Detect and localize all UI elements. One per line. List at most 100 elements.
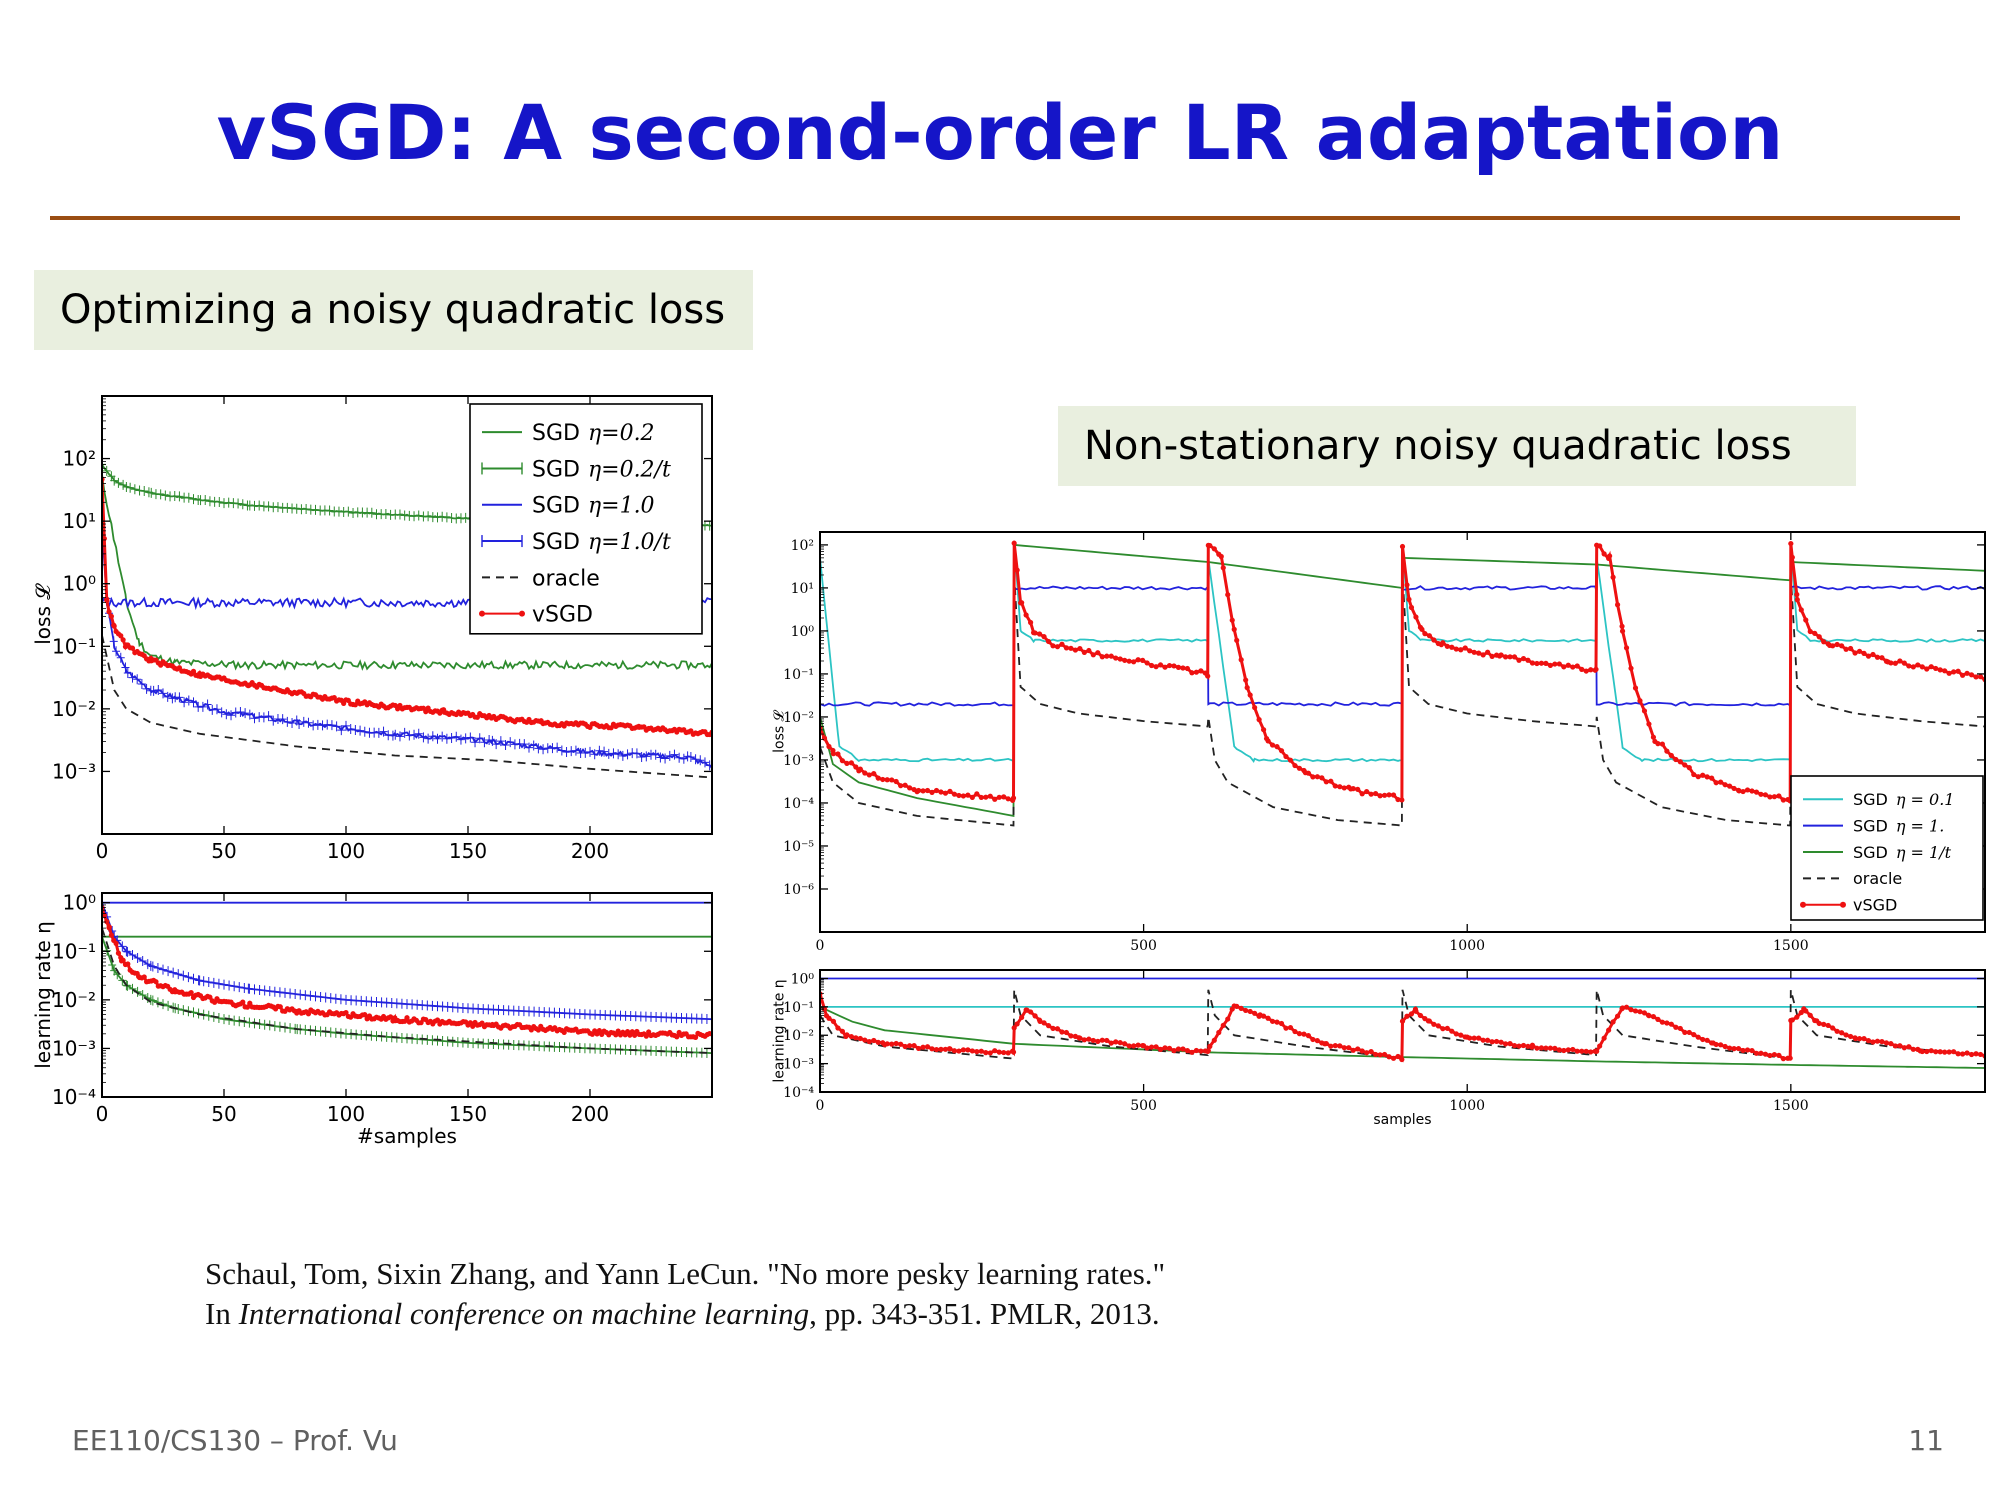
vsgd-marker: [1462, 645, 1468, 651]
vsgd-marker: [1265, 1015, 1271, 1021]
plus-marker: [496, 736, 505, 747]
vsgd-marker: [1695, 774, 1701, 780]
series-line-0: [102, 474, 712, 671]
plus-marker: [414, 728, 423, 739]
legend-math: η=1.0: [588, 494, 655, 519]
vsgd-marker: [207, 994, 213, 1000]
vsgd-marker: [1977, 674, 1984, 680]
plus-marker: [342, 720, 350, 731]
vsgd-marker: [1023, 612, 1029, 618]
vsgd-marker: [933, 787, 940, 794]
vsgd-marker: [1355, 786, 1361, 792]
plus-marker: [205, 496, 214, 507]
vsgd-marker: [1171, 663, 1177, 669]
plot-area: [102, 893, 712, 1097]
vsgd-marker: [1045, 1023, 1052, 1029]
plus-marker: [112, 646, 121, 657]
vsgd-marker: [1211, 1037, 1217, 1043]
x-tick-label: 0: [96, 839, 109, 863]
vsgd-marker: [1081, 1037, 1087, 1043]
vsgd-marker: [120, 957, 126, 963]
vsgd-marker: [898, 1041, 904, 1047]
vsgd-marker: [978, 1048, 984, 1054]
y-tick-label: 10⁻³: [52, 759, 96, 783]
plus-marker: [683, 751, 692, 762]
vsgd-marker: [1659, 741, 1665, 747]
y-tick-label: 10⁻¹: [783, 667, 814, 683]
vsgd-marker: [1390, 792, 1397, 798]
vsgd-marker: [1821, 639, 1827, 645]
vsgd-marker: [1968, 672, 1975, 678]
vsgd-marker: [1951, 669, 1957, 675]
vsgd-marker: [839, 758, 846, 764]
plus-marker: [217, 707, 226, 718]
vsgd-marker: [1395, 1053, 1401, 1060]
plus-marker: [153, 997, 162, 1008]
plus-marker: [208, 704, 217, 715]
plus-marker: [122, 481, 131, 492]
vsgd-marker: [1278, 1020, 1285, 1027]
vsgd-marker: [1207, 542, 1213, 549]
plus-marker: [438, 511, 447, 522]
legend-name: vSGD: [1853, 896, 1897, 915]
plus-marker: [299, 716, 308, 727]
vsgd-marker: [1543, 1045, 1549, 1051]
vsgd-marker: [1942, 1049, 1948, 1055]
plus-marker: [705, 520, 712, 531]
plus-marker: [400, 727, 409, 738]
plus-marker: [236, 707, 245, 718]
vsgd-marker: [951, 791, 958, 797]
plus-marker: [259, 712, 268, 723]
vsgd-marker: [434, 1017, 441, 1023]
vsgd-marker: [1628, 1007, 1634, 1013]
vsgd-marker: [1955, 668, 1961, 674]
legend-label: oracle: [1853, 869, 1902, 888]
vsgd-marker: [1897, 658, 1903, 664]
legend-label: SGD η = 0.1: [1853, 790, 1954, 809]
vsgd-marker: [839, 1028, 846, 1034]
vsgd-marker: [1001, 794, 1007, 800]
vsgd-marker: [1614, 1013, 1621, 1019]
vsgd-marker: [470, 1023, 476, 1029]
vsgd-marker: [1238, 657, 1244, 663]
vsgd-marker: [1883, 1040, 1890, 1046]
vsgd-marker: [1740, 1047, 1746, 1054]
vsgd-marker: [1574, 1048, 1580, 1054]
plus-marker: [665, 750, 674, 761]
vsgd-marker: [1041, 1020, 1047, 1026]
vsgd-marker: [1959, 1051, 1966, 1057]
plus-marker: [137, 678, 146, 689]
plus-marker: [123, 946, 132, 957]
vsgd-marker: [974, 791, 980, 797]
plus-marker: [146, 960, 155, 971]
vsgd-marker: [1767, 794, 1773, 800]
vsgd-marker: [1758, 791, 1764, 797]
vsgd-marker: [1068, 645, 1074, 651]
plot-frame: [101, 892, 713, 1098]
plus-marker: [656, 752, 665, 763]
vsgd-marker: [987, 793, 993, 799]
plus-marker: [571, 745, 580, 756]
plus-marker: [529, 740, 538, 751]
vsgd-marker: [1839, 643, 1845, 649]
vsgd-marker: [1593, 666, 1599, 672]
vsgd-marker: [898, 783, 904, 789]
vsgd-marker: [1126, 1043, 1132, 1049]
plus-marker: [590, 749, 599, 760]
x-tick-label: 100: [327, 1102, 365, 1126]
plus-marker: [130, 484, 139, 495]
plus-marker: [214, 1013, 223, 1024]
vsgd-marker: [1673, 1024, 1679, 1030]
plus-marker: [309, 720, 318, 731]
y-tick-label: 10⁻²: [783, 710, 814, 726]
vsgd-marker: [1529, 660, 1536, 666]
vsgd-marker: [1162, 664, 1168, 670]
vsgd-marker: [1184, 1048, 1191, 1054]
plus-marker: [424, 511, 433, 522]
plus-marker: [174, 969, 183, 980]
vsgd-marker: [1597, 543, 1603, 549]
vsgd-marker: [1011, 1025, 1017, 1031]
plus-marker: [215, 496, 224, 507]
vsgd-marker: [120, 637, 126, 643]
vsgd-marker: [1252, 704, 1258, 711]
